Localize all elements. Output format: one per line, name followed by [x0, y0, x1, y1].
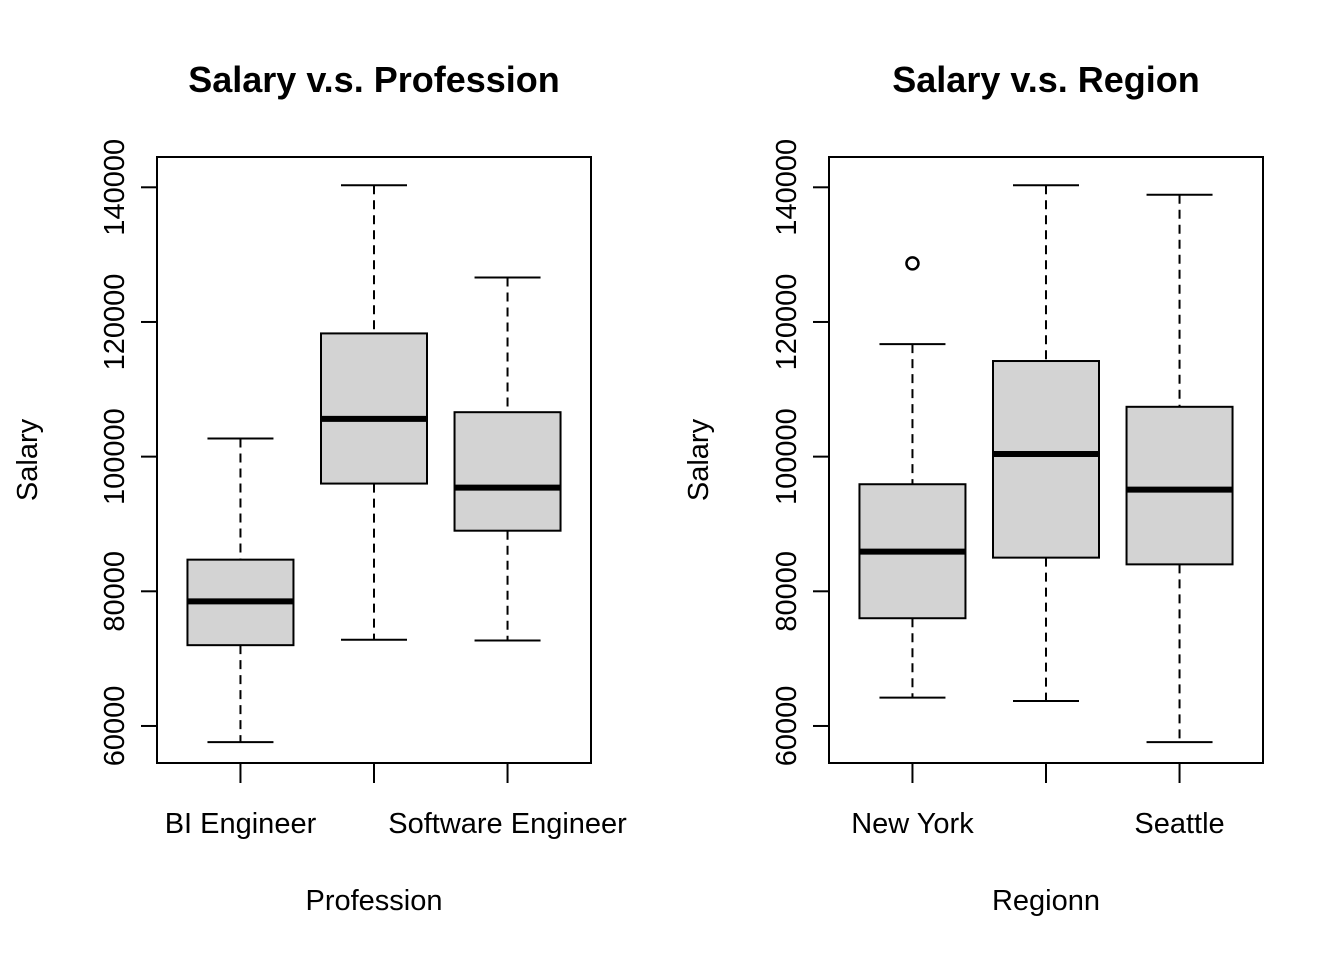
y-tick-label: 120000	[771, 274, 803, 371]
box-2	[992, 184, 1100, 703]
x-tick-label: Seattle	[1134, 808, 1224, 840]
iqr-box	[992, 360, 1100, 559]
y-axis-title: Salary	[683, 418, 715, 501]
box-2	[320, 184, 428, 641]
x-tick-label: New York	[851, 808, 974, 840]
box-3	[1125, 193, 1234, 744]
y-tick-label: 80000	[771, 551, 803, 632]
y-axis-title: Salary	[12, 418, 44, 501]
chart-title: Salary v.s. Region	[892, 59, 1199, 100]
x-tick-label: BI Engineer	[165, 808, 317, 840]
y-tick-label: 60000	[771, 686, 803, 767]
x-axis-title: Regionn	[992, 885, 1100, 917]
y-tick-label: 100000	[99, 408, 131, 505]
chart-title: Salary v.s. Profession	[188, 59, 560, 100]
y-tick-label: 60000	[99, 686, 131, 767]
y-tick-label: 100000	[771, 408, 803, 505]
y-tick-label: 120000	[99, 274, 131, 371]
y-tick-label: 140000	[771, 139, 803, 236]
iqr-box	[1125, 405, 1234, 566]
x-tick-label: Software Engineer	[388, 808, 627, 840]
iqr-box	[453, 411, 562, 532]
y-tick-label: 140000	[99, 139, 131, 236]
box-3	[453, 276, 562, 642]
iqr-box	[320, 332, 428, 485]
chart-panel-2: Salary v.s. Region 60000 80000 100000 120000…	[683, 59, 1264, 917]
y-tick-label: 80000	[99, 551, 131, 632]
outlier-point	[905, 256, 920, 271]
box-1	[858, 256, 967, 699]
chart-panel-1: Salary v.s. Profession 60000 80000 100000 12…	[12, 59, 627, 917]
box-1	[186, 437, 295, 744]
x-axis-title: Profession	[305, 885, 442, 917]
